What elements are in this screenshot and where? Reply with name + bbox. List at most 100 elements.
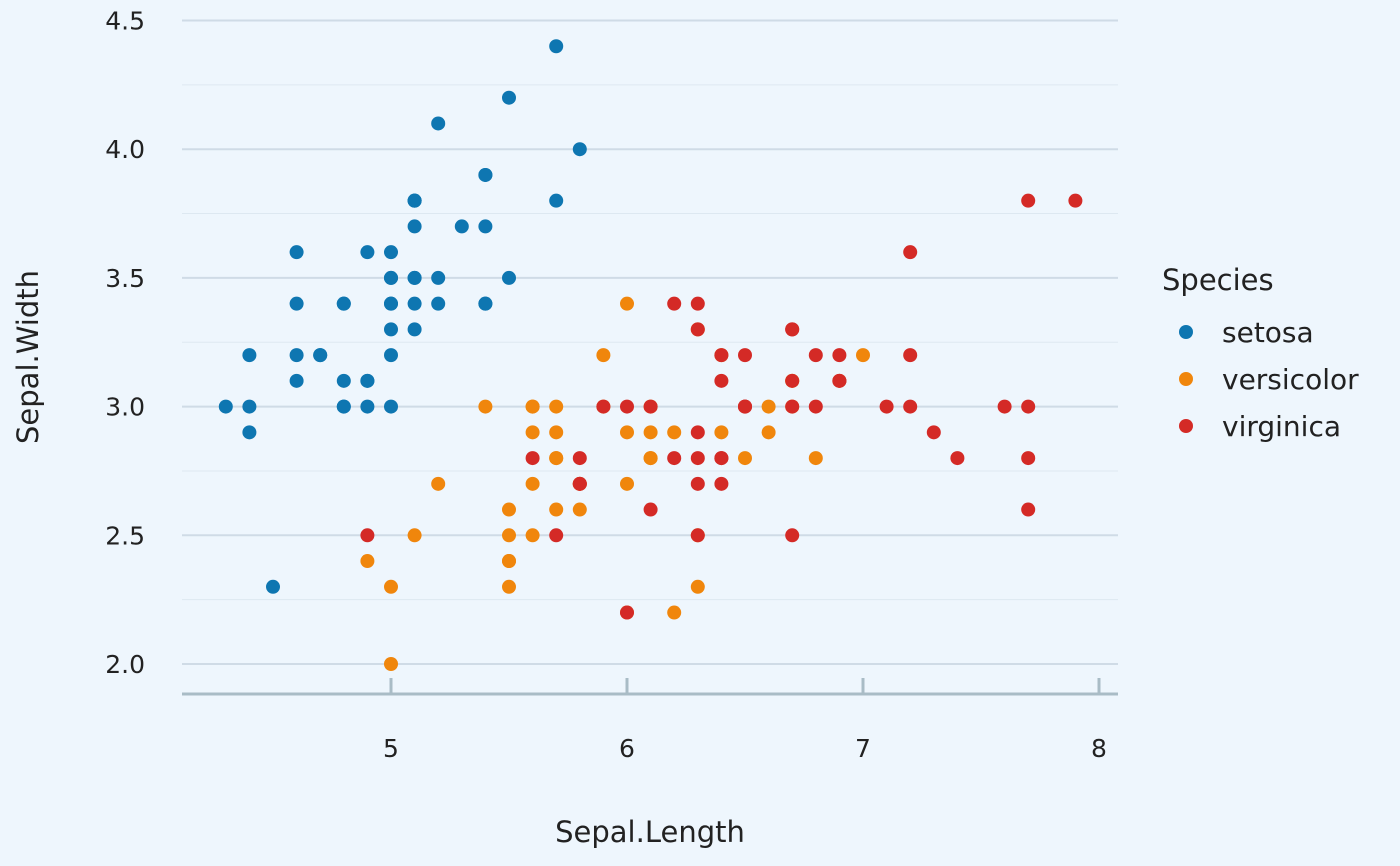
point-setosa [478,219,493,234]
point-virginica [903,348,918,363]
point-versicolor [384,657,398,671]
point-setosa [218,399,233,414]
point-versicolor [714,425,729,440]
point-virginica [997,399,1012,414]
point-virginica [690,425,705,440]
point-versicolor [502,502,516,517]
point-setosa [407,322,422,337]
point-virginica [572,451,587,466]
y-axis: 2.0 2.5 3.0 3.5 4.0 4.5 [105,7,145,680]
point-setosa [384,270,398,285]
point-setosa [431,296,446,311]
point-setosa [266,579,280,594]
x-axis-title: Sepal.Length [555,815,745,849]
point-setosa [502,90,516,105]
point-setosa [454,219,469,234]
point-versicolor [360,554,375,569]
series-virginica [360,193,1083,620]
point-versicolor [690,579,705,594]
point-setosa [336,373,351,388]
point-virginica [620,399,634,414]
point-versicolor [502,554,516,569]
point-versicolor [384,579,398,594]
point-virginica [785,528,800,543]
point-virginica [926,425,941,440]
legend-key-setosa [1179,325,1193,339]
point-versicolor [667,605,682,620]
point-virginica [738,399,752,414]
point-setosa [549,193,564,208]
point-virginica [643,502,658,517]
point-setosa [289,296,304,311]
y-axis-title: Sepal.Width [11,270,45,444]
point-versicolor [620,476,634,491]
point-virginica [1021,451,1036,466]
point-virginica [360,528,375,543]
x-tick-label: 7 [855,734,871,763]
legend-key-virginica [1179,419,1193,433]
point-virginica [903,399,918,414]
point-virginica [903,245,918,260]
point-setosa [289,373,304,388]
point-versicolor [502,528,516,543]
point-setosa [313,348,328,363]
point-virginica [714,373,729,388]
point-versicolor [856,348,870,363]
point-virginica [690,451,705,466]
point-virginica [572,476,587,491]
point-virginica [1021,193,1036,208]
point-virginica [596,399,611,414]
x-tick-label: 8 [1091,734,1107,763]
series-setosa [218,39,587,594]
point-virginica [690,528,705,543]
point-versicolor [525,528,540,543]
point-versicolor [761,425,776,440]
point-virginica [690,476,705,491]
y-tick-label: 4.0 [105,135,145,164]
point-setosa [407,193,422,208]
point-setosa [384,245,398,260]
point-setosa [407,219,422,234]
legend-label-virginica: virginica [1222,410,1341,443]
point-virginica [832,348,847,363]
point-virginica [667,296,682,311]
point-setosa [242,425,257,440]
point-versicolor [643,425,658,440]
point-virginica [1021,399,1036,414]
point-versicolor [502,579,516,594]
legend-label-setosa: setosa [1222,316,1314,349]
y-tick-label: 2.5 [105,521,145,550]
y-tick-label: 3.0 [105,393,145,422]
point-virginica [950,451,965,466]
point-virginica [785,322,800,337]
point-versicolor [549,502,564,517]
point-versicolor [525,425,540,440]
data-points [218,39,1083,671]
point-setosa [502,270,516,285]
point-setosa [242,399,257,414]
point-virginica [525,451,540,466]
point-versicolor [525,399,540,414]
point-setosa [407,270,422,285]
point-virginica [643,399,658,414]
point-versicolor [738,451,752,466]
point-setosa [384,296,398,311]
point-setosa [431,270,446,285]
point-virginica [738,348,752,363]
x-tick-label: 6 [619,734,635,763]
point-virginica [1068,193,1083,208]
point-virginica [690,322,705,337]
legend-title: Species [1162,263,1274,297]
y-tick-label: 3.5 [105,264,145,293]
point-virginica [714,476,729,491]
point-virginica [879,399,894,414]
x-axis: 5 6 7 8 [182,678,1118,763]
point-versicolor [620,425,634,440]
point-versicolor [572,502,587,517]
point-versicolor [596,348,611,363]
point-setosa [242,348,257,363]
point-virginica [549,528,564,543]
legend-label-versicolor: versicolor [1222,363,1359,396]
point-versicolor [620,296,634,311]
